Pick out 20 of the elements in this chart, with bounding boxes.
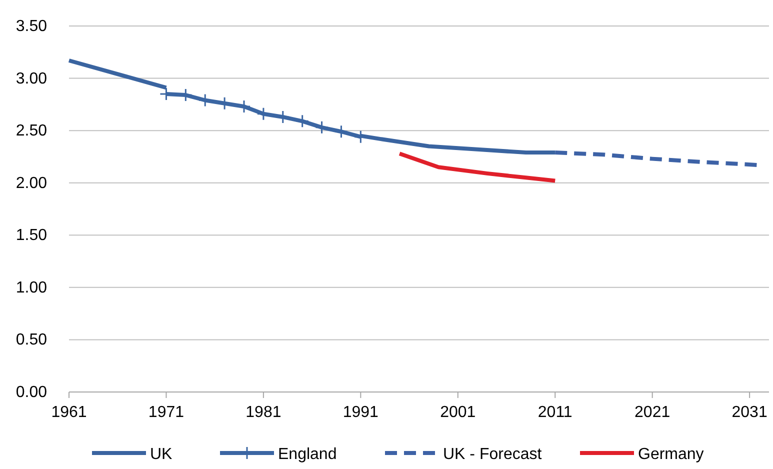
x-tick-label: 2011 — [538, 404, 572, 421]
y-tick-label: 2.50 — [16, 122, 48, 140]
x-tick-label: 2001 — [440, 404, 476, 421]
x-tick-label: 1991 — [342, 404, 379, 421]
x-tick-label: 2021 — [634, 404, 670, 421]
legend-label: UK - Forecast — [443, 446, 542, 463]
y-tick-label: 1.50 — [16, 227, 48, 244]
legend-label: England — [278, 446, 337, 463]
x-tick-label: 1961 — [51, 404, 87, 421]
y-tick-label: 3.50 — [16, 18, 48, 35]
y-tick-label: 1.00 — [16, 279, 48, 296]
y-tick-label: 2.00 — [16, 174, 48, 192]
x-tick-label: 2031 — [732, 404, 768, 421]
y-tick-label: 3.00 — [16, 70, 48, 88]
legend-label: Germany — [638, 446, 704, 463]
legend-label: UK — [150, 446, 173, 463]
x-tick-label: 1981 — [246, 404, 282, 421]
y-tick-label: 0.00 — [16, 384, 48, 401]
y-tick-label: 0.50 — [16, 332, 48, 349]
x-tick-label: 1971 — [148, 404, 184, 421]
